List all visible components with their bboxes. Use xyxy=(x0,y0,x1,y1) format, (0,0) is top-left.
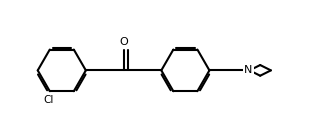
Text: N: N xyxy=(245,65,254,75)
Text: O: O xyxy=(119,37,128,47)
Text: N: N xyxy=(244,65,253,75)
Text: Cl: Cl xyxy=(43,95,53,105)
